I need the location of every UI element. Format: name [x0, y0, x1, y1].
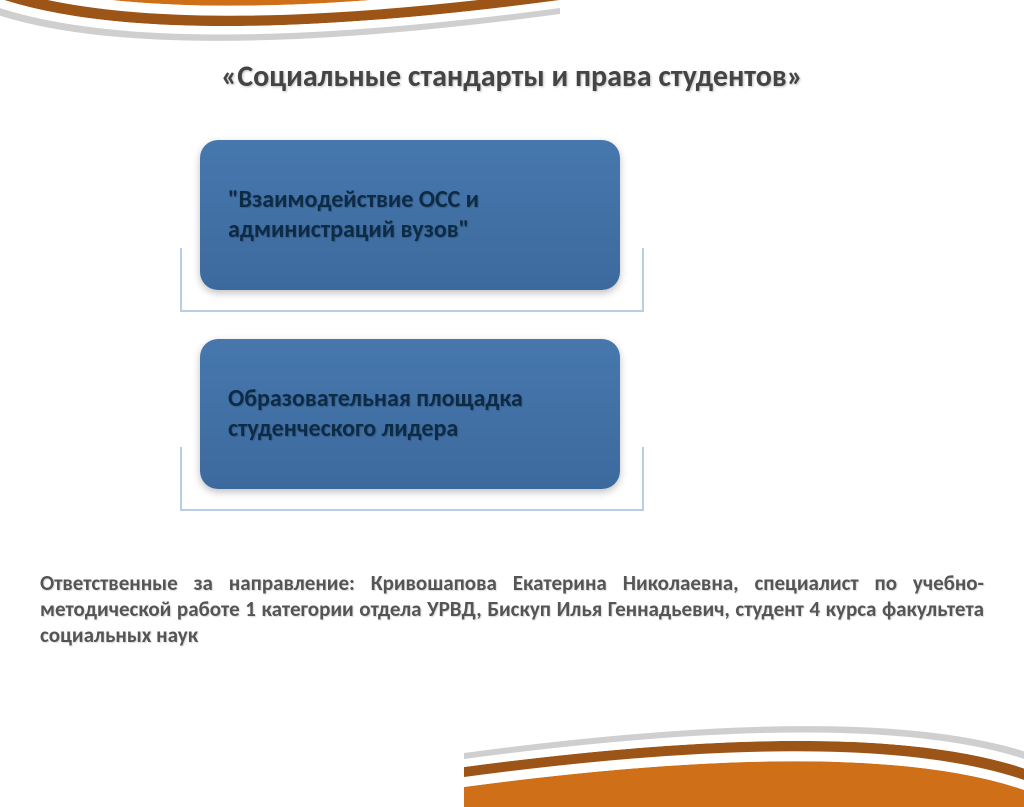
- card-platform: Образовательная площадка студенческого л…: [200, 339, 620, 489]
- card-platform-label: Образовательная площадка студенческого л…: [228, 384, 592, 444]
- corner-swoosh-bottom: [464, 687, 1024, 807]
- page-title: «Социальные стандарты и права студентов»: [0, 58, 1024, 95]
- footer-responsibles: Ответственные за направление: Кривошапов…: [40, 570, 984, 648]
- card-interaction-label: "Взаимодействие ОСС и администраций вузо…: [228, 185, 592, 245]
- card-interaction: "Взаимодействие ОСС и администраций вузо…: [200, 140, 620, 290]
